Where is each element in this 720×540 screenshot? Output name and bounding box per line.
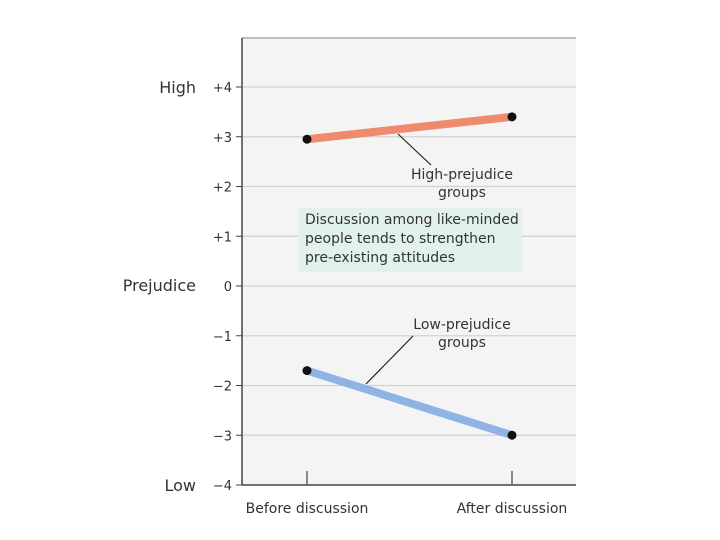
low-prejudice-label-line-1: Low-prejudice: [413, 317, 510, 333]
low-prejudice-series-line: [305, 366, 514, 440]
y-tick-label: +1: [213, 230, 232, 245]
y-tick-label: −1: [213, 330, 232, 345]
y-ticks: +4 +3 +2 +1 0 −1 −2 −3 −4: [213, 81, 242, 494]
low-prejudice-label: Low-prejudice groups: [365, 317, 511, 385]
y-tick-label: −4: [213, 479, 232, 494]
high-prejudice-label-line-1: High-prejudice: [411, 167, 513, 183]
y-axis-word-low: Low: [164, 476, 196, 495]
y-axis-word-high: High: [159, 78, 196, 97]
y-tick-label: +4: [213, 81, 232, 96]
y-tick-label: +2: [213, 181, 232, 196]
high-prejudice-label: High-prejudice groups: [397, 133, 513, 201]
low-prejudice-point-before: [302, 366, 312, 376]
high-prejudice-point-after: [507, 112, 517, 122]
low-prejudice-point-after: [507, 430, 517, 440]
high-prejudice-label-line-2: groups: [438, 185, 486, 201]
low-prejudice-label-line-2: groups: [438, 335, 486, 351]
grid: [242, 37, 576, 436]
y-axis-title: Prejudice: [123, 276, 196, 295]
y-tick-label: −2: [213, 380, 232, 395]
high-prejudice-series-line: [306, 112, 513, 144]
x-category-label-before: Before discussion: [246, 501, 369, 517]
annotation-box: Discussion among like-minded people tend…: [298, 208, 522, 272]
annotation-line-1: Discussion among like-minded: [305, 212, 519, 228]
low-prejudice-leader-line: [365, 335, 414, 385]
high-prejudice-leader-line: [397, 133, 432, 166]
y-tick-label: −3: [213, 429, 232, 444]
x-ticks: [306, 471, 513, 485]
y-tick-label: +3: [213, 131, 232, 146]
high-prejudice-point-before: [302, 134, 312, 144]
x-category-label-after: After discussion: [457, 501, 568, 517]
annotation-line-2: people tends to strengthen: [305, 231, 495, 247]
series: [302, 112, 517, 440]
annotation-line-3: pre-existing attitudes: [305, 250, 455, 266]
y-tick-label: 0: [224, 280, 232, 295]
